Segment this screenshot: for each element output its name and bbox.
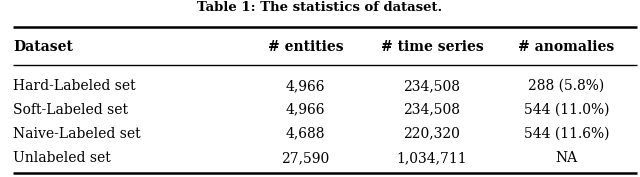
Text: 544 (11.0%): 544 (11.0%) bbox=[524, 103, 609, 117]
Text: # entities: # entities bbox=[268, 40, 344, 54]
Text: Unlabeled set: Unlabeled set bbox=[13, 151, 111, 165]
Text: 4,966: 4,966 bbox=[286, 79, 325, 93]
Text: 1,034,711: 1,034,711 bbox=[397, 151, 467, 165]
Text: 544 (11.6%): 544 (11.6%) bbox=[524, 127, 609, 141]
Text: Naive-Labeled set: Naive-Labeled set bbox=[13, 127, 140, 141]
Text: # anomalies: # anomalies bbox=[518, 40, 614, 54]
Text: NA: NA bbox=[556, 151, 577, 165]
Text: # time series: # time series bbox=[381, 40, 483, 54]
Text: 288 (5.8%): 288 (5.8%) bbox=[528, 79, 605, 93]
Text: Dataset: Dataset bbox=[13, 40, 73, 54]
Text: 220,320: 220,320 bbox=[404, 127, 460, 141]
Text: Table 1: The statistics of dataset.: Table 1: The statistics of dataset. bbox=[197, 1, 443, 14]
Text: Hard-Labeled set: Hard-Labeled set bbox=[13, 79, 136, 93]
Text: 234,508: 234,508 bbox=[403, 103, 461, 117]
Text: 4,688: 4,688 bbox=[286, 127, 325, 141]
Text: 234,508: 234,508 bbox=[403, 79, 461, 93]
Text: 27,590: 27,590 bbox=[282, 151, 330, 165]
Text: Soft-Labeled set: Soft-Labeled set bbox=[13, 103, 128, 117]
Text: 4,966: 4,966 bbox=[286, 103, 325, 117]
